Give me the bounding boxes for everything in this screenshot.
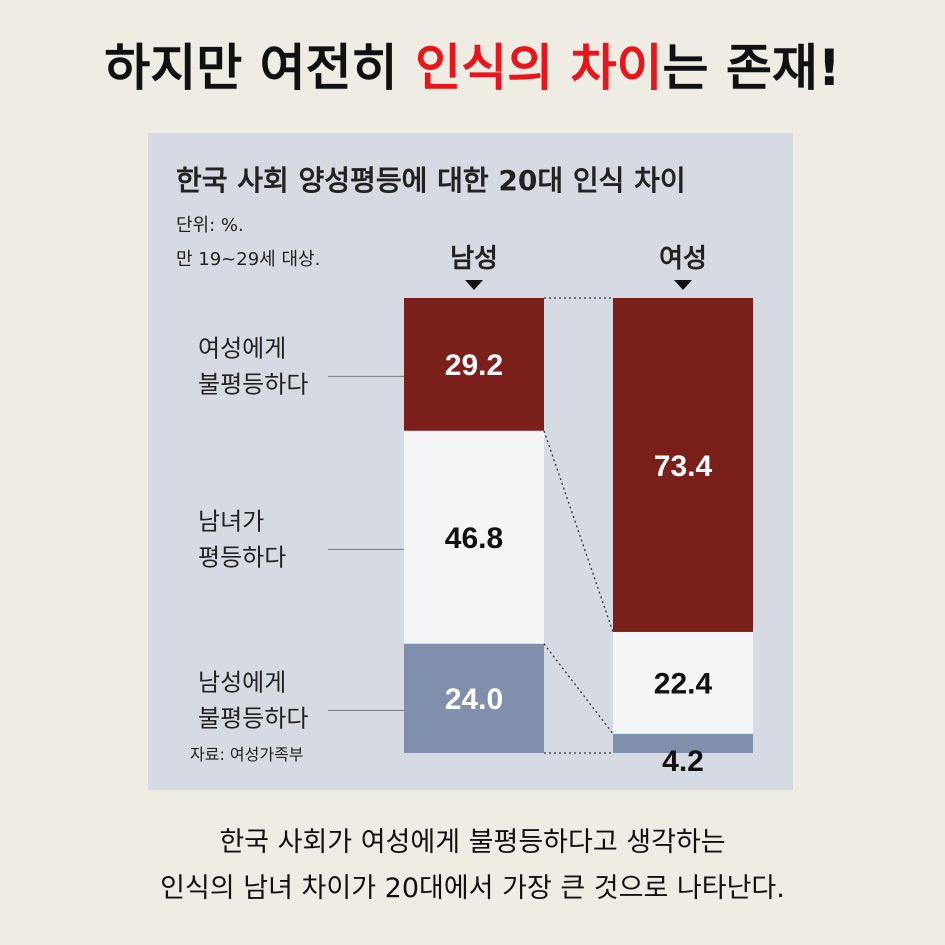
headline-part2: 는 존재! <box>662 39 841 97</box>
category-label-0: 남성 <box>450 244 498 274</box>
down-arrow-icon <box>465 280 483 290</box>
value-label-1-0: 73.4 <box>654 450 713 483</box>
chart-subject: 만 19~29세 대상. <box>176 249 321 270</box>
series-label-2-line-0: 남성에게 <box>198 668 286 696</box>
headline: 하지만 여전히 인식의 차이는 존재! <box>0 28 945 100</box>
series-label-0-line-1: 불평등하다 <box>198 370 308 398</box>
bar-1-segment-0 <box>613 298 753 632</box>
value-label-0-0: 29.2 <box>445 349 503 382</box>
chart-panel: 한국 사회 양성평등에 대한 20대 인식 차이 단위: %. 만 19~29세… <box>148 133 793 790</box>
bar-1-segment-2 <box>613 733 753 753</box>
stacked-bar-chart: 29.246.824.0남성73.422.44.2여성여성에게불평등하다남녀가평… <box>198 244 753 778</box>
bar-0-segment-2 <box>404 643 544 753</box>
value-label-1-2: 4.2 <box>662 745 704 778</box>
headline-highlight: 인식의 차이 <box>415 39 663 97</box>
series-label-0-line-0: 여성에게 <box>198 334 286 362</box>
value-label-1-1: 22.4 <box>654 668 713 701</box>
series-label-2-line-1: 불평등하다 <box>198 704 308 732</box>
chart-source: 자료: 여성가족부 <box>190 745 304 764</box>
caption-line-2: 인식의 남녀 차이가 20대에서 가장 큰 것으로 나타난다. <box>160 873 785 904</box>
chart-title: 한국 사회 양성평등에 대한 20대 인식 차이 <box>176 164 686 197</box>
series-label-1-line-1: 평등하다 <box>198 543 286 571</box>
bar-1-segment-1 <box>613 631 753 734</box>
value-label-0-2: 24.0 <box>445 683 503 716</box>
value-label-0-1: 46.8 <box>445 522 503 555</box>
headline-part1: 하지만 여전히 <box>104 39 416 97</box>
down-arrow-icon <box>674 280 692 290</box>
caption-line-1: 한국 사회가 여성에게 불평등하다고 생각하는 <box>219 827 726 858</box>
bar-0-segment-1 <box>404 430 544 644</box>
connector-line <box>543 430 614 633</box>
bar-0-segment-0 <box>404 298 544 431</box>
series-label-1-line-0: 남녀가 <box>198 507 264 535</box>
connector-line <box>543 643 614 735</box>
chart-unit: 단위: %. <box>176 215 244 236</box>
category-label-1: 여성 <box>659 244 707 274</box>
